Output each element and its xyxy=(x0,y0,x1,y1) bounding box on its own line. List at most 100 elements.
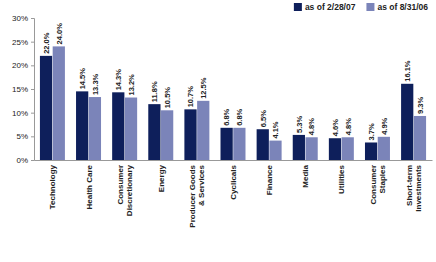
x-axis: TechnologyHealth CareConsumerDiscretiona… xyxy=(35,160,433,228)
bar xyxy=(365,142,377,160)
y-tick-mark xyxy=(31,65,34,66)
x-tick-label-line: Finance xyxy=(265,164,274,195)
y-tick-mark xyxy=(31,113,34,114)
y-tick-mark xyxy=(31,136,34,137)
x-tick-label-line: Media xyxy=(301,164,310,187)
bar xyxy=(89,97,101,160)
legend-swatch xyxy=(294,3,302,11)
x-tick-label: Technology xyxy=(48,164,57,209)
x-tick-label: ConsumerStaples xyxy=(369,164,387,204)
data-label: 5.3% xyxy=(295,115,304,132)
legend-swatch xyxy=(366,3,374,11)
bar xyxy=(197,101,209,160)
y-tick: 10% xyxy=(12,109,34,118)
y-tick-label: 20% xyxy=(12,61,28,70)
bar xyxy=(125,98,137,160)
bar xyxy=(305,137,317,160)
bar xyxy=(293,135,305,160)
x-tick-label: Short-termInvestments xyxy=(405,164,423,211)
x-tick: ConsumerStaples xyxy=(369,160,387,205)
y-tick: 5% xyxy=(16,132,34,141)
data-label: 9.3% xyxy=(416,97,425,114)
y-axis: 0%5%10%15%20%25%30% xyxy=(12,14,35,165)
x-tick: Utilities xyxy=(337,160,346,194)
x-tick: Short-termInvestments xyxy=(405,160,423,212)
x-tick-label-line: Health Care xyxy=(85,164,94,209)
bar xyxy=(221,128,233,160)
y-tick: 0% xyxy=(16,156,34,165)
legend-label: as of 8/31/06 xyxy=(377,2,428,12)
data-label: 16.1% xyxy=(403,60,412,82)
bar xyxy=(414,116,426,160)
x-tick-label: Media xyxy=(301,164,310,187)
y-tick-mark xyxy=(31,89,34,90)
y-tick: 25% xyxy=(12,38,34,47)
data-label: 3.7% xyxy=(367,123,376,140)
y-tick-label: 30% xyxy=(12,14,28,23)
y-tick: 20% xyxy=(12,61,34,70)
x-tick: Cyclicals xyxy=(229,160,238,200)
data-label: 13.3% xyxy=(91,73,100,95)
x-tick: Finance xyxy=(265,160,274,195)
x-tick-label: Cyclicals xyxy=(229,164,238,199)
bar xyxy=(53,46,65,160)
plot: 0%5%10%15%20%25%30%22.0%14.5%14.3%11.8%1… xyxy=(12,14,433,228)
data-label: 14.3% xyxy=(114,69,123,91)
bar xyxy=(342,137,354,160)
x-tick-label: Energy xyxy=(157,164,166,192)
data-label: 24.0% xyxy=(55,23,64,45)
x-tick-label-line: Discretionary xyxy=(125,164,134,216)
x-tick-label-line: Utilities xyxy=(337,164,346,193)
x-tick-label: Finance xyxy=(265,164,274,195)
y-tick: 30% xyxy=(12,14,34,23)
x-tick-label-line: Technology xyxy=(48,164,57,209)
x-tick: Energy xyxy=(157,160,166,192)
data-label: 11.8% xyxy=(150,81,159,102)
bar xyxy=(329,138,341,160)
x-tick: ConsumerDiscretionary xyxy=(116,160,134,216)
data-label: 4.8% xyxy=(344,118,353,135)
legend-label: as of 2/28/07 xyxy=(305,2,356,12)
bar xyxy=(257,129,269,160)
bar xyxy=(40,56,52,160)
legend: as of 8/31/06 as of 2/28/07 xyxy=(294,2,428,12)
x-tick-label-line: Energy xyxy=(157,164,166,192)
data-label: 12.5% xyxy=(199,77,208,99)
x-tick-label-line: Investments xyxy=(414,164,423,211)
data-label: 6.8% xyxy=(235,108,244,125)
bars xyxy=(40,46,426,160)
x-tick: Technology xyxy=(48,160,57,209)
y-tick-label: 10% xyxy=(12,109,28,118)
bar xyxy=(401,84,413,160)
y-tick-mark xyxy=(31,42,34,43)
data-label: 10.5% xyxy=(163,87,172,109)
data-label: 22.0% xyxy=(42,32,51,54)
bar xyxy=(378,137,390,160)
data-label: 4.8% xyxy=(307,118,316,135)
data-label: 10.7% xyxy=(186,86,195,108)
x-tick-label-line: & Services xyxy=(197,164,206,205)
x-tick-label: Health Care xyxy=(85,164,94,209)
x-tick: Media xyxy=(301,160,310,188)
data-label: 13.2% xyxy=(127,74,136,96)
bar xyxy=(233,128,245,160)
data-label: 4.9% xyxy=(380,117,389,134)
x-tick-label-line: Staples xyxy=(378,164,387,193)
x-tick-label-line: Consumer xyxy=(116,165,125,205)
x-tick-label-line: Consumer xyxy=(369,165,378,205)
y-tick-mark xyxy=(31,18,34,19)
data-label: 14.5% xyxy=(78,68,87,90)
data-label: 4.6% xyxy=(331,119,340,136)
bar xyxy=(269,141,281,160)
x-tick-label-line: Producer Goods xyxy=(188,164,197,227)
y-tick-label: 0% xyxy=(16,156,28,165)
bar xyxy=(112,92,124,160)
bar xyxy=(184,109,196,160)
y-axis-line xyxy=(31,19,35,161)
bar xyxy=(148,104,160,160)
data-label: 4.1% xyxy=(271,121,280,138)
y-tick-label: 5% xyxy=(16,132,28,141)
chart: 0%5%10%15%20%25%30%22.0%14.5%14.3%11.8%1… xyxy=(0,0,436,262)
data-label: 6.5% xyxy=(259,110,268,127)
x-tick: Producer Goods& Services xyxy=(188,160,206,228)
